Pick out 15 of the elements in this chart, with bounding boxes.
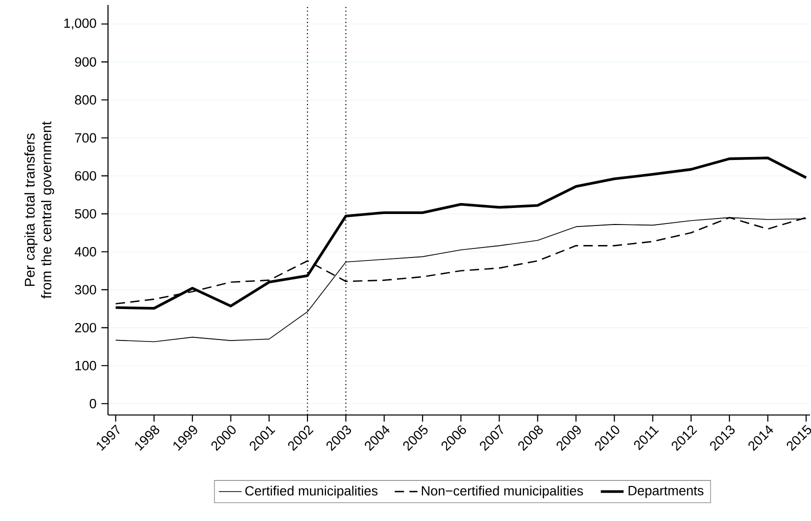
legend-label: Certified municipalities (245, 486, 378, 498)
y-tick-label: 300 (74, 284, 96, 294)
y-axis-title: Per capita total transfers from the central government (24, 121, 54, 299)
y-tick-label: 1,000 (64, 18, 96, 30)
y-tick-label: 200 (75, 322, 96, 332)
y-tick-label: 900 (75, 57, 96, 67)
y-tick-label: 0 (90, 398, 96, 408)
legend-label: Non−certified municipalities (422, 486, 583, 498)
y-tick-label: 100 (75, 360, 96, 370)
y-tick-label: 500 (74, 209, 96, 219)
legend-label: Departments (628, 486, 704, 498)
y-tick-label: 400 (74, 247, 96, 256)
y-tick-label: 800 (74, 95, 96, 105)
y-tick-label: 600 (75, 171, 96, 181)
y-tick-label: 700 (75, 133, 96, 143)
